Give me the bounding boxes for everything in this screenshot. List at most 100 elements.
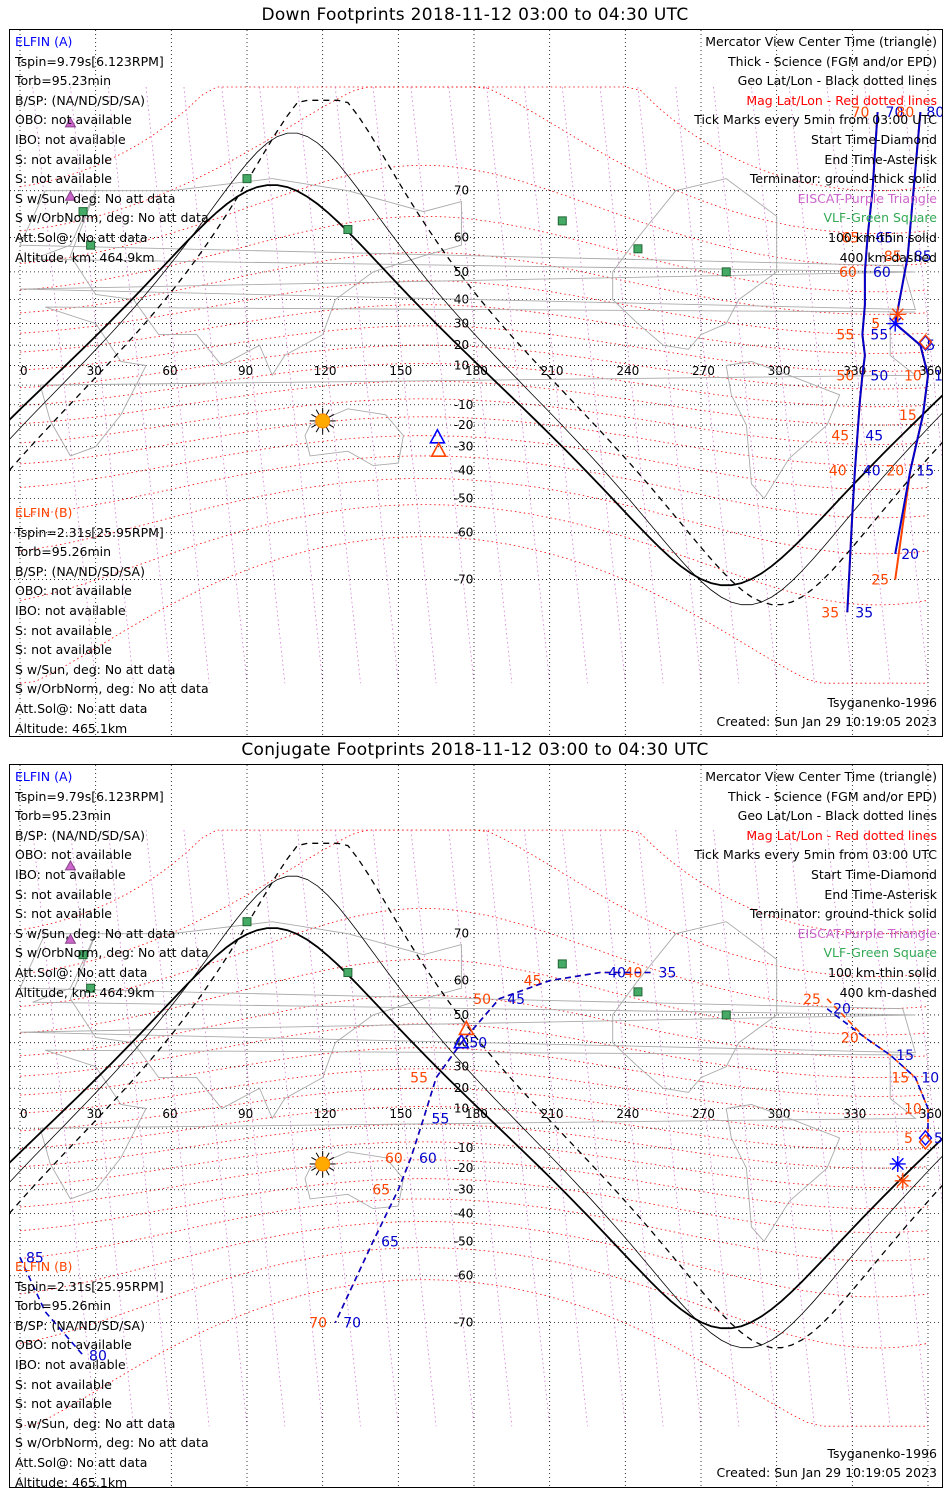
- subsolar-point-icon: [315, 413, 331, 429]
- coastline: [725, 361, 841, 500]
- mag-lon-line: [334, 830, 399, 1427]
- lat-tick-label: -50: [454, 1234, 474, 1248]
- info-line: Torb=95.23min: [15, 808, 112, 824]
- end-time-asterisk: [896, 1174, 909, 1188]
- info-line: B/SP: (NA/ND/SD/SA): [15, 92, 145, 108]
- terminator-ground: [10, 184, 942, 587]
- track-tick-label: 55: [432, 1111, 450, 1127]
- elfin-b-label: ELFIN (B): [15, 505, 73, 520]
- legend-item: Start Time-Diamond: [810, 866, 937, 882]
- mag-lat-line: [19, 536, 928, 684]
- track-tick-label: 15: [916, 464, 934, 480]
- info-line: S: not available: [15, 622, 112, 638]
- legend-item: Mag Lat/Lon - Red dotted lines: [746, 827, 937, 843]
- lat-tick-label: -70: [454, 573, 474, 587]
- track-tick-label: 20: [841, 1031, 859, 1047]
- track-tick-label: 80: [89, 1348, 107, 1364]
- mag-lat-line: [19, 455, 929, 519]
- end-time-asterisk: [891, 1157, 904, 1171]
- legend-item: End Time-Asterisk: [824, 886, 937, 902]
- info-line: Torb=95.26min: [15, 1298, 112, 1314]
- mag-lat-line: [19, 958, 929, 1036]
- mag-lon-line: [145, 87, 210, 684]
- track-tick-label: 70: [343, 1316, 361, 1332]
- lat-tick-label: -50: [454, 491, 474, 505]
- info-line: B/SP: (NA/ND/SD/SA): [15, 563, 145, 579]
- mag-lon-line: [448, 87, 513, 684]
- mag-lon-line: [259, 87, 324, 684]
- legend-item: Tick Marks every 5min from 03:00 UTC: [694, 847, 937, 863]
- lat-tick-label: 10: [454, 1102, 469, 1116]
- lon-tick-label: 0: [20, 1107, 28, 1121]
- info-line: S: not available: [15, 886, 112, 902]
- created-timestamp: Created: Sun Jan 29 10:19:05 2023: [716, 1465, 937, 1481]
- track-tick-label: 5: [904, 1131, 913, 1147]
- lon-tick-label: 90: [238, 1107, 253, 1121]
- stations: [64, 859, 731, 1177]
- coastline: [69, 178, 462, 377]
- track-tick-label: 5: [871, 317, 880, 333]
- map-panel-conj: 0 30 60 90 120 150 180 210 240 270 300 330 360 70 60 50…: [9, 764, 943, 1488]
- elfin-a-footprint-track-east: [894, 112, 930, 555]
- mag-lat-line: [19, 1106, 929, 1151]
- eiscat-station-marker: [64, 116, 77, 128]
- lat-tick-label: -60: [454, 526, 474, 540]
- lat-tick-label: -30: [454, 1183, 474, 1197]
- legend-item: Terminator: ground-thick solid: [749, 171, 937, 187]
- legend-item: 400 km-dashed: [839, 984, 937, 1000]
- track-tick-label: 15: [891, 1071, 909, 1087]
- info-line: S w/Sun, deg: No att data: [15, 661, 176, 677]
- mag-lon-line: [826, 87, 891, 684]
- track-tick-label: 70: [886, 105, 904, 121]
- mag-lon-line: [486, 830, 551, 1427]
- mag-lon-line: [713, 830, 778, 1427]
- vlf-station-marker: [557, 959, 567, 969]
- mag-lon-line: [864, 87, 929, 684]
- track-tick-label: 65: [875, 231, 893, 247]
- legend-item: VLF-Green Square: [823, 210, 937, 226]
- coastline: [304, 1151, 404, 1210]
- terminator: [10, 99, 942, 606]
- mag-lat-line: [19, 1087, 929, 1133]
- mag-lon-line: [599, 830, 664, 1427]
- mag-lat-line: [19, 363, 929, 408]
- track-tick-label: 45: [865, 429, 883, 445]
- lon-tick-label: 120: [314, 1107, 337, 1121]
- mag-lon-line: [751, 87, 815, 684]
- mag-lat-line: [19, 380, 929, 426]
- track-tick-label: 65: [841, 231, 859, 247]
- coastline: [19, 190, 917, 311]
- elfin-b-lines: Tspin=2.31s[25.95RPM] Torb=95.26min B/SP: …: [15, 1277, 209, 1488]
- mag-lon-line: [107, 87, 172, 684]
- mag-lat-line: [19, 1123, 929, 1169]
- legend-item: Terminator: ground-thick solid: [749, 906, 937, 922]
- mag-lat-line: [19, 504, 929, 606]
- info-line: OBO: not available: [15, 112, 132, 128]
- model-footer: Tsyganenko-1996 Created: Sun Jan 29 10:1…: [717, 1444, 937, 1483]
- track-tick-label: 50: [473, 992, 491, 1008]
- lon-tick-label: 360: [919, 364, 942, 378]
- panel-title-conj: Conjugate Footprints 2018-11-12 03:00 to…: [241, 740, 709, 760]
- info-line: Tspin=2.31s[25.95RPM]: [15, 1278, 164, 1294]
- track-tick-label: 40: [863, 464, 881, 480]
- lat-tick-label: -40: [454, 1207, 474, 1221]
- elfin-b-block: ELFIN (B) Tspin=2.31s[25.95RPM] Torb=95.2…: [15, 1257, 209, 1488]
- geo-grid: [10, 765, 942, 1487]
- lon-tick-label: 360: [919, 1107, 942, 1121]
- elfin-a-footprint-track-east: [826, 1008, 929, 1138]
- terminator-ground: [10, 927, 942, 1330]
- lat-tick-label: -70: [454, 1316, 474, 1330]
- info-line: S w/OrbNorm, deg: No att data: [15, 1435, 209, 1451]
- mag-lon-line: [70, 830, 134, 1427]
- mag-lat-line: [19, 1198, 929, 1262]
- info-line: Altitude: 465.1km: [15, 1474, 128, 1488]
- vlf-station-marker: [242, 174, 252, 184]
- lat-tick-label: 50: [454, 265, 469, 279]
- start-time-diamond: [918, 1129, 933, 1147]
- created-timestamp: Created: Sun Jan 29 10:19:05 2023: [716, 714, 937, 730]
- info-line: Att.Sol@: No att data: [15, 964, 148, 980]
- vlf-station-marker: [86, 983, 96, 993]
- mag-lon-line: [410, 87, 475, 684]
- lat-tick-label: 50: [454, 1008, 469, 1022]
- elfin-a-lines: Tspin=9.79s[6.123RPM] Torb=95.23min B/SP: …: [15, 52, 209, 268]
